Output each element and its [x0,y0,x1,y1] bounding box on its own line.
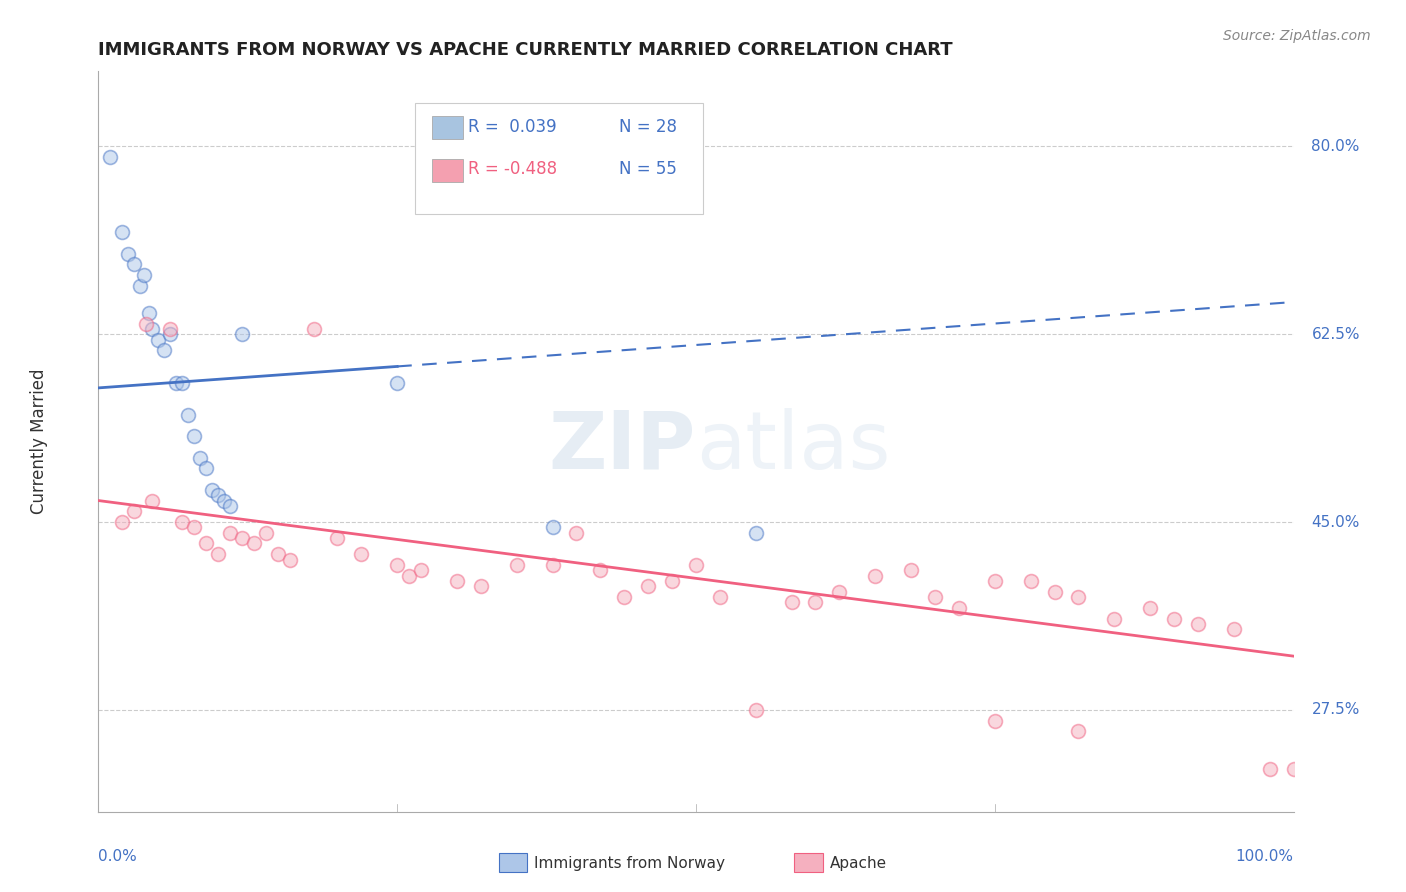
Point [111,225,134,239]
Point [780,595,803,609]
Point [177,408,200,422]
Point [138,306,160,320]
Point [1282,762,1305,776]
Point [745,525,768,540]
Point [685,558,707,572]
Point [117,246,139,260]
Point [212,493,235,508]
Point [231,531,253,545]
Point [153,343,176,358]
Point [302,322,325,336]
Point [278,552,301,566]
Point [1223,623,1246,637]
Point [183,520,205,534]
Point [141,322,163,336]
Point [159,322,181,336]
Point [1258,762,1281,776]
Point [124,504,146,518]
Point [195,461,218,475]
Point [1067,724,1090,739]
Point [924,590,946,604]
Text: N = 28: N = 28 [619,118,676,136]
Text: N = 55: N = 55 [619,161,676,178]
Text: 100.0%: 100.0% [1236,849,1294,864]
Point [470,579,492,593]
Point [589,563,612,577]
Point [124,258,146,272]
Point [132,268,155,283]
Text: 62.5%: 62.5% [1312,326,1360,342]
Point [201,483,224,497]
Point [172,376,194,390]
Text: Immigrants from Norway: Immigrants from Norway [534,856,725,871]
Text: atlas: atlas [696,408,890,486]
Point [1019,574,1042,588]
Point [350,547,373,561]
Point [129,279,152,293]
Point [613,590,636,604]
Point [231,327,253,342]
Point [183,429,205,443]
Text: Source: ZipAtlas.com: Source: ZipAtlas.com [1223,29,1371,43]
Point [804,595,827,609]
Text: 27.5%: 27.5% [1312,702,1360,717]
Text: 0.0%: 0.0% [98,849,138,864]
Text: 80.0%: 80.0% [1312,139,1360,154]
Point [135,317,157,331]
Point [828,584,851,599]
Text: R =  0.039: R = 0.039 [468,118,557,136]
Point [98,150,122,164]
Point [984,574,1007,588]
Point [446,574,468,588]
Point [565,525,588,540]
Point [1043,584,1066,599]
Text: Apache: Apache [830,856,887,871]
Point [148,333,170,347]
Point [541,558,564,572]
Point [159,327,181,342]
Point [1104,611,1126,625]
Point [948,600,970,615]
Point [1163,611,1185,625]
Point [165,376,187,390]
Point [243,536,266,550]
Point [541,520,564,534]
Point [141,493,163,508]
Point [385,558,409,572]
Point [385,376,409,390]
Point [661,574,683,588]
Point [207,547,229,561]
Point [219,525,242,540]
Point [637,579,659,593]
Point [1067,590,1090,604]
Text: ZIP: ZIP [548,408,696,486]
Point [326,531,349,545]
Point [709,590,731,604]
Point [1139,600,1161,615]
Text: Currently Married: Currently Married [30,368,48,515]
Text: IMMIGRANTS FROM NORWAY VS APACHE CURRENTLY MARRIED CORRELATION CHART: IMMIGRANTS FROM NORWAY VS APACHE CURRENT… [98,41,953,59]
Point [172,515,194,529]
Point [219,499,242,513]
Point [207,488,229,502]
Point [111,515,134,529]
Point [398,568,420,582]
Point [195,536,218,550]
Point [745,703,768,717]
Point [411,563,433,577]
Point [1187,616,1209,631]
Point [254,525,277,540]
Point [267,547,290,561]
Point [188,450,211,465]
Point [506,558,529,572]
Text: 45.0%: 45.0% [1312,515,1360,530]
Text: R = -0.488: R = -0.488 [468,161,557,178]
Point [865,568,887,582]
Point [900,563,922,577]
Point [984,714,1007,728]
